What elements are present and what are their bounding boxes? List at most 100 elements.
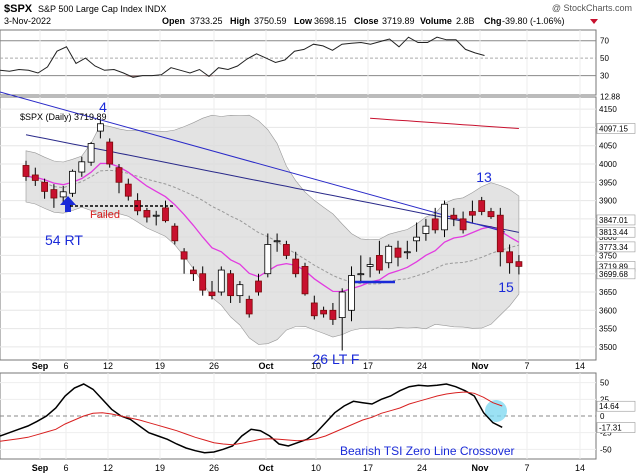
candle-body <box>87 143 95 163</box>
candle-body <box>31 174 39 181</box>
tsi-tick-label: 25 <box>600 395 609 404</box>
candle-body <box>320 309 328 315</box>
rsi-tick-label: 30 <box>600 72 609 81</box>
tsi-x-label: 12 <box>103 463 113 473</box>
tsi-tick-label: -50 <box>600 445 612 454</box>
candle-body <box>41 181 48 192</box>
candle-body <box>375 255 383 271</box>
candle-body <box>468 211 476 216</box>
candle-body <box>366 264 374 267</box>
tsi-x-label: 26 <box>209 463 219 473</box>
candle-body <box>106 141 114 165</box>
legend-spx: $SPX (Daily) 3719.89 <box>20 112 107 122</box>
tsi-x-label: Sep <box>32 463 49 473</box>
price-tick-label: 3750 <box>599 251 617 260</box>
candle-body <box>348 275 355 311</box>
price-x-label: 24 <box>417 361 427 371</box>
price-tick-label: 3500 <box>599 343 617 352</box>
candle-body <box>338 291 346 319</box>
candle-body <box>478 200 486 212</box>
candle-body <box>50 189 58 199</box>
date-label: 3-Nov-2022 <box>4 16 51 26</box>
chg-value: -39.80 (-1.06%) <box>502 16 565 26</box>
candle-body <box>496 214 504 253</box>
tsi-x-label: 19 <box>155 463 165 473</box>
candle-body <box>394 247 402 258</box>
candle-body <box>273 240 281 243</box>
price-x-label: 26 <box>209 361 219 371</box>
candle-body <box>97 123 104 132</box>
candle-body <box>255 280 262 293</box>
close-value: 3719.89 <box>382 16 415 26</box>
candle-body <box>115 167 123 183</box>
price-tick-label: 3550 <box>599 325 617 334</box>
rsi-panel <box>0 29 597 96</box>
annot-13: 13 <box>476 169 492 185</box>
open-value: 3733.25 <box>190 16 223 26</box>
candle-body <box>357 273 365 276</box>
rsi-tick-label: 50 <box>600 54 609 63</box>
symbol-label: $SPX <box>4 3 33 15</box>
candle-body <box>422 225 430 234</box>
rsi-tick-label: 70 <box>600 37 609 46</box>
annot-26ltf: 26 LT F <box>313 351 360 367</box>
price-tick-label: 3600 <box>599 306 617 315</box>
price-x-label: 12 <box>103 361 113 371</box>
tsi-x-label: 6 <box>63 463 68 473</box>
candle-body <box>385 245 393 264</box>
tsi-tick-label: -25 <box>600 429 612 438</box>
rsi-line <box>0 36 485 78</box>
index-name: S&P 500 Large Cap Index INDX <box>38 4 166 14</box>
candle-body <box>171 225 179 242</box>
candle-body <box>301 265 309 295</box>
candle-body <box>59 191 67 198</box>
price-right-label: 3773.34 <box>599 243 628 252</box>
tsi-right-tag <box>596 400 636 412</box>
annot-4: 4 <box>99 99 107 115</box>
candle-body <box>162 207 169 222</box>
volume-label: Volume <box>420 16 452 26</box>
candle-body <box>431 218 439 231</box>
candle-body <box>217 269 225 293</box>
candle-body <box>227 273 235 297</box>
candle-body <box>413 236 421 242</box>
candle-body <box>78 161 86 173</box>
candle-body <box>450 214 458 220</box>
tsi-x-label: 14 <box>575 463 585 473</box>
tsi-x-label: Nov <box>471 463 488 473</box>
candle-body <box>199 273 207 291</box>
downtrend-line <box>0 91 506 233</box>
candle-body <box>459 218 467 231</box>
tsi-annotation: Bearish TSI Zero Line Crossover <box>340 444 515 458</box>
candle-body <box>264 244 272 275</box>
rsi-value-label: 12.88 <box>600 92 621 101</box>
price-x-label: 14 <box>575 361 585 371</box>
up-arrow-icon <box>60 196 76 212</box>
annot-15: 15 <box>498 279 514 295</box>
price-tick-label: 3900 <box>599 197 617 206</box>
price-x-label: 10 <box>311 361 321 371</box>
price-right-tag <box>596 268 636 280</box>
high-label: High <box>230 16 250 26</box>
tsi-x-label: 10 <box>311 463 321 473</box>
candle-body <box>329 309 337 320</box>
candle-body <box>152 214 160 217</box>
tsi-signal-line <box>0 391 503 446</box>
tsi-line <box>0 383 503 454</box>
candle-body <box>441 203 448 231</box>
sma-line <box>25 169 520 285</box>
candle-body <box>69 170 76 194</box>
price-right-label: 3719.89 <box>599 262 628 271</box>
price-right-tag <box>596 241 636 253</box>
price-right-label: 4097.15 <box>599 124 628 133</box>
candle-body <box>22 165 30 177</box>
tsi-right-label: -17.31 <box>599 424 622 433</box>
price-x-label: Nov <box>471 361 488 371</box>
price-tick-label: 4150 <box>599 105 617 114</box>
candle-body <box>292 258 300 275</box>
price-x-label: 19 <box>155 361 165 371</box>
price-right-label: 3847.01 <box>599 216 628 225</box>
candle-body <box>236 284 244 297</box>
tsi-x-label: 24 <box>417 463 427 473</box>
